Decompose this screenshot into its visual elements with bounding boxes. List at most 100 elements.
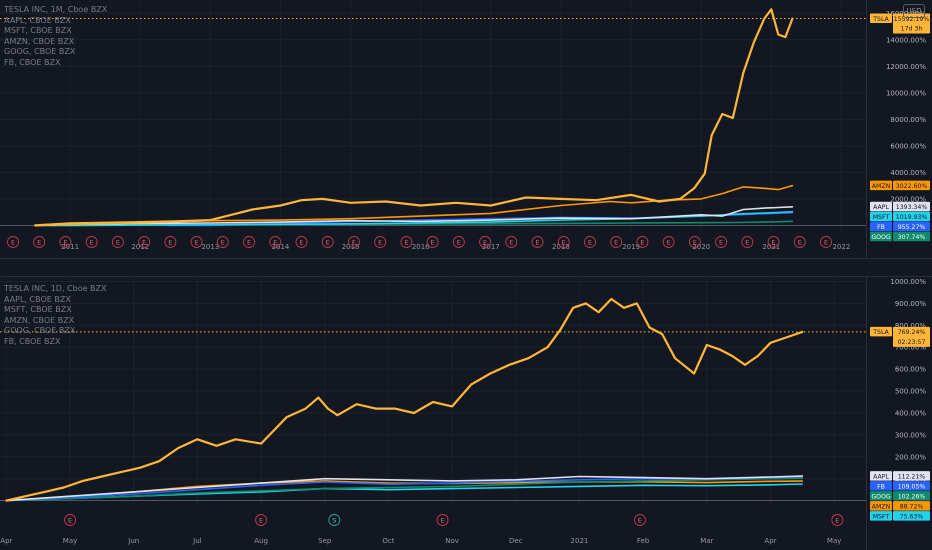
legend-item[interactable]: GOOG, CBOE BZX <box>4 326 76 335</box>
earnings-marker <box>295 236 308 248</box>
earnings-marker <box>584 236 596 248</box>
earnings-marker <box>426 236 439 248</box>
series-value-label: 102.26% <box>898 493 926 500</box>
y-tick-label: 400.00% <box>895 409 926 417</box>
split-marker <box>328 514 341 526</box>
y-tick-label: 10000.00% <box>886 89 926 97</box>
x-tick-label: Mar <box>700 537 713 545</box>
y-tick-label: 700.00% <box>895 344 926 352</box>
legend-item[interactable]: AAPL, CBOE BZX <box>4 294 71 304</box>
earnings-marker <box>557 236 570 248</box>
earnings-marker <box>269 236 282 248</box>
series-name-tag <box>870 501 892 511</box>
x-tick-label: Dec <box>509 537 523 545</box>
series-name-label: AMZN <box>872 183 891 190</box>
series-value-tag <box>893 231 930 242</box>
earnings-marker <box>321 236 334 248</box>
y-tick-label: 14000.00% <box>886 36 926 44</box>
series-value-label: 112.21% <box>898 473 926 480</box>
currency-button[interactable]: USD <box>903 4 925 18</box>
earnings-marker <box>505 236 518 248</box>
series-value-tag <box>893 221 930 232</box>
y-tick-label: 500.00% <box>895 388 926 396</box>
earnings-marker <box>243 236 255 248</box>
earnings-marker-label: E <box>588 239 592 247</box>
x-tick-label: Nov <box>445 537 459 545</box>
top-chart-legend: TESLA INC, 1M, Cboe BZX AAPL, CBOE BZX M… <box>4 5 107 68</box>
series-value-label: 75.63% <box>900 513 924 520</box>
series-name-tag <box>870 180 892 191</box>
earnings-marker-label: E <box>63 239 67 247</box>
series-name-tag <box>870 211 892 222</box>
series-value-label: 769.24% <box>898 329 926 336</box>
earnings-marker <box>767 236 780 248</box>
x-tick-label: Apr <box>0 537 12 545</box>
legend-item[interactable]: AAPL, CBOE BZX <box>4 15 71 25</box>
legend-item[interactable]: MSFT, CBOE BZX <box>4 26 72 35</box>
x-tick-label: 2011 <box>61 243 79 251</box>
earnings-marker-label: E <box>824 239 828 247</box>
series-value-label: 3022.60% <box>896 183 928 190</box>
series-value-tag <box>893 481 930 491</box>
series-value-tag <box>893 201 930 212</box>
earnings-marker <box>636 236 649 248</box>
earnings-marker-label: E <box>37 239 41 247</box>
series-name-tag <box>870 511 892 521</box>
event-marker-label: E <box>638 517 642 525</box>
series-value-tag <box>893 471 930 481</box>
legend-item[interactable]: FB, CBOE BZX <box>4 336 61 346</box>
earnings-marker <box>436 514 449 526</box>
x-tick-label: May <box>63 537 77 545</box>
series-value-tag <box>893 13 930 34</box>
earnings-marker <box>59 236 72 248</box>
earnings-marker <box>793 236 806 248</box>
earnings-marker-label: E <box>431 239 435 247</box>
event-marker-label: E <box>440 517 444 525</box>
series-name-label: FB <box>877 483 885 490</box>
y-tick-label: 800.00% <box>895 322 926 330</box>
legend-item[interactable]: FB, CBOE BZX <box>4 57 61 67</box>
series-line-msft <box>34 211 794 227</box>
earnings-marker <box>347 236 360 248</box>
earnings-marker <box>452 236 465 248</box>
legend-item[interactable]: TESLA INC, 1M, Cboe BZX <box>4 5 108 14</box>
earnings-marker-label: E <box>116 239 120 247</box>
earnings-marker <box>531 236 544 248</box>
x-tick-label: 2021 <box>571 537 589 545</box>
x-tick-label: Oct <box>382 537 394 545</box>
y-tick-label: 6000.00% <box>890 142 926 150</box>
series-name-tag <box>870 231 892 242</box>
legend-item[interactable]: AMZN, CBOE BZX <box>4 36 75 46</box>
earnings-marker-label: E <box>352 239 356 247</box>
series-value-label: 955.27% <box>898 224 926 231</box>
bar-countdown-label: 02:23:57 <box>898 339 926 346</box>
x-tick-label: Apr <box>764 537 776 545</box>
event-marker-label: E <box>68 517 72 525</box>
earnings-marker-label: E <box>299 239 303 247</box>
earnings-marker-label: E <box>404 239 408 247</box>
series-value-label: 15592.19% <box>894 16 930 23</box>
earnings-marker-label: E <box>221 239 225 247</box>
legend-item[interactable]: TESLA INC, 1D, Cboe BZX <box>4 284 107 293</box>
earnings-marker <box>633 514 646 526</box>
y-tick-label: 600.00% <box>895 366 926 374</box>
earnings-marker <box>85 236 98 248</box>
series-line-tsla <box>33 8 794 227</box>
legend-item[interactable]: GOOG, CBOE BZX <box>4 47 76 56</box>
y-tick-label: 4000.00% <box>890 169 926 177</box>
series-name-tag <box>870 201 892 212</box>
legend-item[interactable]: MSFT, CBOE BZX <box>4 305 72 314</box>
earnings-marker <box>138 236 151 248</box>
x-tick-label: Jul <box>192 537 202 545</box>
x-tick-label: 2022 <box>833 243 851 251</box>
legend-item[interactable]: AMZN, CBOE BZX <box>4 315 75 325</box>
earnings-marker-label: E <box>247 239 251 247</box>
earnings-marker <box>374 236 387 248</box>
series-name-tag <box>870 13 892 24</box>
earnings-marker-label: E <box>483 239 487 247</box>
earnings-marker <box>400 236 413 248</box>
earnings-marker <box>479 236 492 248</box>
earnings-marker-label: E <box>90 239 94 247</box>
series-name-tag <box>870 481 892 491</box>
